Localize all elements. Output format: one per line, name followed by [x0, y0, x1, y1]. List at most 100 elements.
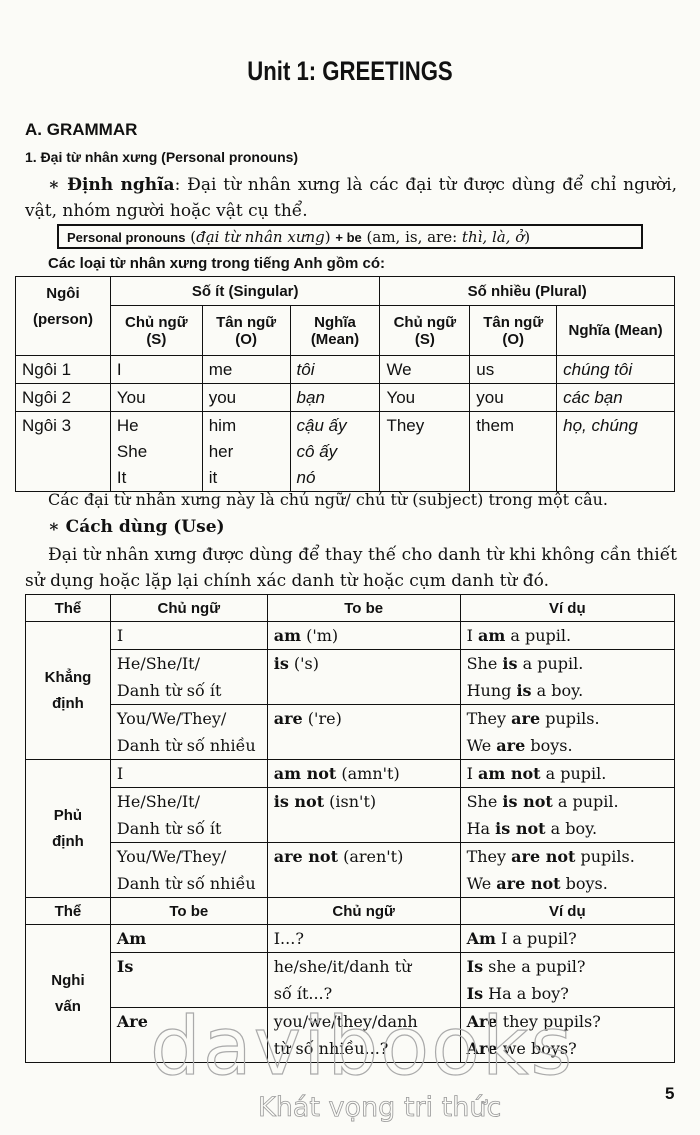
singular-object-cell: you — [201, 383, 291, 412]
table-row: He/She/It/Danh từ số ít is not (isn't) She… — [26, 787, 676, 843]
column-header: To be — [266, 594, 461, 622]
tobe-cell: am ('m) — [266, 621, 461, 650]
plural-subject-cell: They — [379, 411, 471, 492]
column-header: Chủ ngữ — [266, 897, 461, 925]
header-subject: Chủ ngữ (S) — [109, 305, 203, 356]
formula-translation: đại từ nhân xưng — [196, 228, 325, 246]
person-cell: Ngôi 2 — [15, 383, 111, 412]
table-header-row: Thể Chủ ngữ To be Ví dụ — [25, 594, 676, 622]
subject-cell: I...? — [266, 924, 461, 953]
person-cell: Ngôi 3 — [15, 411, 111, 492]
table-row: He/She/It/Danh từ số ít is ('s) She is a p… — [26, 649, 676, 705]
example-cell: Am I a pupil? — [459, 924, 676, 953]
tobe-cell: Am — [109, 924, 268, 953]
table-header-row: Thể To be Chủ ngữ Ví dụ — [25, 897, 676, 925]
table-row: Ngôi 2 You you bạn You you các bạn — [15, 383, 675, 412]
formula-text: (am, is, are: — [361, 228, 462, 246]
tobe-cell: Is — [109, 952, 268, 1008]
formula-term: Personal pronouns — [67, 230, 186, 245]
plural-meaning-cell: chúng tôi — [556, 355, 675, 384]
header-person: Ngôi (person) — [15, 276, 111, 356]
definition-text: : Đại từ nhân xưng là các đại từ được dù… — [25, 175, 677, 221]
table-row: You/We/They/Danh từ số nhiều are ('re) The… — [26, 704, 676, 760]
example-cell: They are not pupils. We are not boys. — [459, 842, 676, 898]
plural-object-cell: them — [469, 411, 558, 492]
tobe-cell: am not (amn't) — [266, 759, 461, 788]
section-heading: A. GRAMMAR — [25, 120, 138, 139]
tobe-cell: Are — [109, 1007, 268, 1063]
singular-subject-cell: You — [109, 383, 203, 412]
plural-subject-cell: We — [379, 355, 471, 384]
form-cell: Khẳng định — [25, 621, 111, 760]
singular-meaning-cell: tôi — [289, 355, 381, 384]
table-row: Are you/we/they/danh từ số nhiều...? Are th… — [26, 1007, 676, 1063]
header-subject: Chủ ngữ (S) — [379, 305, 471, 356]
subject-cell: You/We/They/Danh từ số nhiều — [109, 842, 268, 898]
tobe-cell: is not (isn't) — [266, 787, 461, 843]
header-mean: Nghĩa (Mean) — [289, 305, 381, 356]
header-singular: Số ít (Singular) — [109, 276, 381, 306]
singular-object-cell: me — [201, 355, 291, 384]
tobe-cell: are ('re) — [266, 704, 461, 760]
page-title: Unit 1: GREETINGS — [247, 56, 453, 86]
formula-text: ( — [185, 228, 197, 246]
table-row: Is he/she/it/danh từ số ít...? Is she a pup… — [26, 952, 676, 1008]
form-cell: Nghi vấn — [25, 924, 111, 1063]
plural-meaning-cell: họ, chúng — [556, 411, 675, 492]
formula-text: ) — [324, 228, 336, 246]
formula-box: Personal pronouns (đại từ nhân xưng) + b… — [57, 224, 643, 249]
subject-cell: you/we/they/danh từ số nhiều...? — [266, 1007, 461, 1063]
singular-subject-cell: He She It — [109, 411, 203, 492]
watermark-slogan: Khát vọng tri thức — [258, 1092, 502, 1124]
definition-paragraph: ∗ Định nghĩa: Đại từ nhân xưng là các đạ… — [25, 172, 677, 224]
use-paragraph: Đại từ nhân xưng được dùng để thay thế c… — [25, 545, 677, 591]
singular-subject-cell: I — [109, 355, 203, 384]
example-cell: She is a pupil. Hung is a boy. — [459, 649, 676, 705]
singular-object-cell: him her it — [201, 411, 291, 492]
formula-meaning: thì, là, ở — [461, 228, 525, 246]
pronoun-table: Ngôi (person) Số ít (Singular) Số nhiều … — [15, 276, 675, 492]
column-header: Ví dụ — [459, 897, 676, 925]
types-intro: Các loại từ nhân xưng trong tiếng Anh gồ… — [48, 255, 385, 272]
subject-cell: You/We/They/Danh từ số nhiều — [109, 704, 268, 760]
singular-meaning-cell: bạn — [289, 383, 381, 412]
example-cell: Is she a pupil? Is Ha a boy? — [459, 952, 676, 1008]
page-number: 5 — [665, 1084, 675, 1103]
example-cell: She is not a pupil. Ha is not a boy. — [459, 787, 676, 843]
table-row: Nghi vấn Am I...? Am I a pupil? — [25, 924, 676, 1063]
example-cell: Are they pupils? Are we boys? — [459, 1007, 676, 1063]
plural-object-cell: us — [469, 355, 558, 384]
subject-cell: He/She/It/Danh từ số ít — [109, 649, 268, 705]
header-plural: Số nhiều (Plural) — [379, 276, 675, 306]
table-row: You/We/They/Danh từ số nhiều are not (are… — [26, 842, 676, 898]
plural-subject-cell: You — [379, 383, 471, 412]
person-cell: Ngôi 1 — [15, 355, 111, 384]
use-heading: ∗ Cách dùng (Use) — [48, 517, 225, 537]
singular-meaning-cell: cậu ấy cô ấy nó — [289, 411, 381, 492]
example-cell: They are pupils. We are boys. — [459, 704, 676, 760]
subject-cell: He/She/It/Danh từ số ít — [109, 787, 268, 843]
subsection-heading: 1. Đại từ nhân xưng (Personal pronouns) — [25, 149, 299, 165]
header-object: Tân ngữ (O) — [201, 305, 291, 356]
form-cell: Phủ định — [25, 759, 111, 898]
plural-object-cell: you — [469, 383, 558, 412]
subject-cell: I — [109, 621, 268, 650]
tobe-cell: are not (aren't) — [266, 842, 461, 898]
tobe-cell: is ('s) — [266, 649, 461, 705]
formula-text: ) — [524, 228, 531, 246]
example-cell: I am a pupil. — [459, 621, 676, 650]
column-header: Thể — [25, 594, 111, 622]
example-cell: I am not a pupil. — [459, 759, 676, 788]
definition-label: ∗ Định nghĩa — [48, 175, 175, 195]
formula-be: + be — [335, 230, 362, 245]
column-header: Chủ ngữ — [109, 594, 268, 622]
column-header: To be — [109, 897, 268, 925]
column-header: Ví dụ — [459, 594, 676, 622]
column-header: Thể — [25, 897, 111, 925]
plural-meaning-cell: các bạn — [556, 383, 675, 412]
subject-cell: I — [109, 759, 268, 788]
